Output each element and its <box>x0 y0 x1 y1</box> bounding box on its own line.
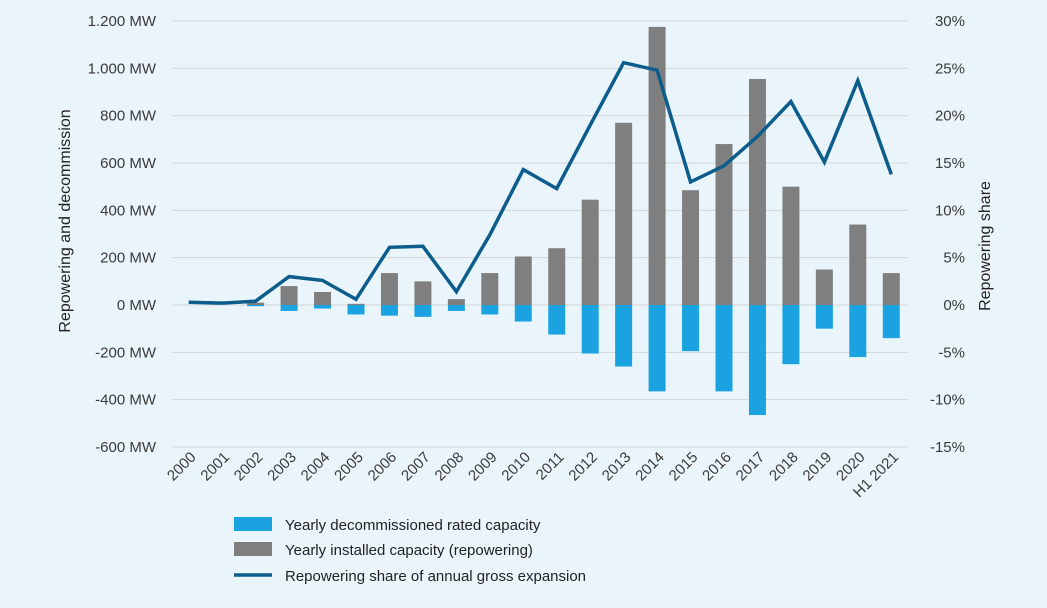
right-tick-label: 5% <box>943 250 965 267</box>
right-tick-label: 30% <box>935 13 965 30</box>
bar-decommissioned <box>648 305 666 392</box>
bar-decommissioned <box>314 305 332 309</box>
x-tick-label: 2005 <box>331 449 367 485</box>
left-tick-label: 200 MW <box>100 250 157 267</box>
bar-decommissioned <box>849 305 867 358</box>
share-line-path <box>188 60 893 305</box>
bar-decommissioned <box>548 305 566 335</box>
bar-installed <box>715 144 733 305</box>
x-tick-label: 2011 <box>533 449 568 484</box>
bar-installed <box>581 199 599 305</box>
bar-installed <box>447 299 465 305</box>
left-tick-label: 1.200 MW <box>88 13 157 30</box>
x-tick-label: 2006 <box>365 449 401 485</box>
bar-decommissioned <box>748 305 766 416</box>
bar-decommissioned <box>347 305 365 315</box>
bar-installed <box>548 248 566 305</box>
x-tick-label: 2018 <box>766 449 802 485</box>
left-axis-title: Repowering and decommission <box>57 109 74 332</box>
right-tick-label: -5% <box>938 344 965 361</box>
bar-installed <box>815 269 833 305</box>
bar-installed <box>748 78 766 305</box>
bar-decommissioned <box>380 305 398 316</box>
bar-decommissioned <box>514 305 532 322</box>
x-tick-label: 2002 <box>231 449 267 485</box>
bar-installed <box>380 273 398 305</box>
bar-decommissioned <box>715 305 733 392</box>
x-tick-label: 2013 <box>599 449 635 485</box>
legend-label-share: Repowering share of annual gross expansi… <box>285 568 586 585</box>
bar-installed <box>782 186 800 305</box>
left-axis-ticks: -600 MW -400 MW -200 MW 0 MW 200 MW 400 MW 600… <box>88 13 157 456</box>
right-tick-label: -15% <box>930 439 965 456</box>
left-tick-label: 600 MW <box>100 155 157 172</box>
x-tick-label: 2016 <box>699 449 735 485</box>
bar-decommissioned <box>280 305 298 311</box>
bar-installed <box>280 286 298 305</box>
bar-installed <box>347 303 365 305</box>
left-tick-label: 1.000 MW <box>88 60 157 77</box>
right-tick-label: 15% <box>935 155 965 172</box>
bar-decommissioned <box>815 305 833 329</box>
bar-installed <box>314 291 332 305</box>
x-tick-label: 2017 <box>733 449 769 485</box>
x-axis-ticks: 2000200120022003200420052006200720082009… <box>164 449 902 501</box>
bar-decommissioned <box>682 305 700 352</box>
legend: Yearly decommissioned rated capacity Yea… <box>234 517 586 585</box>
right-tick-label: 20% <box>935 108 965 125</box>
left-tick-label: 400 MW <box>100 202 157 219</box>
x-tick-label: 2001 <box>197 449 233 485</box>
right-axis-ticks: -15% -10% -5% 0% 5% 10% 15% 20% 25% 30% <box>930 13 965 456</box>
left-tick-label: 800 MW <box>100 108 157 125</box>
bar-installed <box>514 256 532 305</box>
x-tick-label: 2003 <box>264 449 300 485</box>
bar-decommissioned <box>447 305 465 311</box>
right-tick-label: 0% <box>943 297 965 314</box>
x-tick-label: 2015 <box>666 449 702 485</box>
legend-label-installed: Yearly installed capacity (repowering) <box>285 542 533 559</box>
x-tick-label: 2000 <box>164 449 200 485</box>
bar-decommissioned <box>247 305 265 307</box>
x-tick-label: 2008 <box>432 449 468 485</box>
x-tick-label: 2010 <box>498 449 534 485</box>
legend-label-decommissioned: Yearly decommissioned rated capacity <box>285 517 541 534</box>
bar-decommissioned <box>581 305 599 354</box>
x-tick-label: 2009 <box>465 449 501 485</box>
left-tick-label: -400 MW <box>95 392 157 409</box>
bar-decommissioned <box>615 305 633 367</box>
x-tick-label: 2004 <box>298 449 334 485</box>
bar-installed <box>648 26 666 306</box>
x-tick-label: 2007 <box>398 449 434 485</box>
x-tick-label: 2019 <box>800 449 836 485</box>
bar-decommissioned <box>882 305 900 339</box>
right-axis-title: Repowering share <box>977 181 994 311</box>
x-tick-label: 2014 <box>632 449 668 485</box>
left-tick-label: -200 MW <box>95 344 157 361</box>
share-line <box>188 60 893 305</box>
right-tick-label: -10% <box>930 392 965 409</box>
left-tick-label: 0 MW <box>117 297 157 314</box>
bar-installed <box>414 281 432 305</box>
bar-decommissioned <box>481 305 499 315</box>
left-tick-label: -600 MW <box>95 439 157 456</box>
bar-installed <box>481 273 499 305</box>
bar-installed <box>247 302 265 305</box>
bar-decommissioned <box>414 305 432 317</box>
x-tick-label: 2012 <box>565 449 601 485</box>
bar-installed <box>849 224 867 305</box>
right-tick-label: 25% <box>935 60 965 77</box>
right-tick-label: 10% <box>935 202 965 219</box>
bar-installed <box>615 122 633 306</box>
bars <box>247 26 900 416</box>
bar-installed <box>882 273 900 305</box>
legend-swatch-decommissioned <box>234 517 272 531</box>
bar-installed <box>682 190 700 305</box>
bar-decommissioned <box>782 305 800 365</box>
legend-swatch-installed <box>234 542 272 556</box>
